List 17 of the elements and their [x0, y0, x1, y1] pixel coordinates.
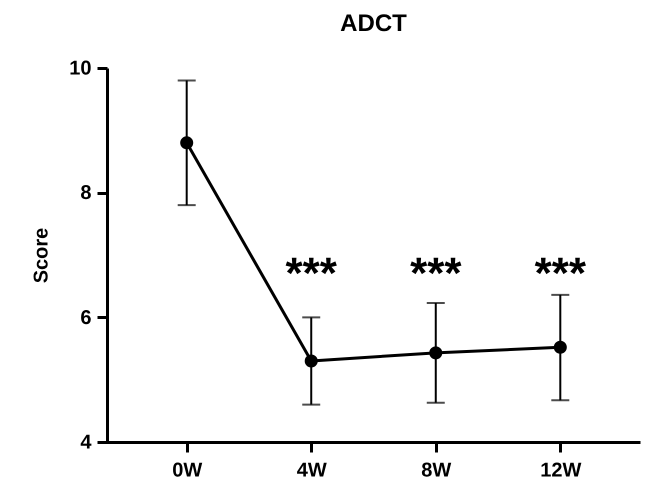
y-tick-label: 6	[80, 306, 92, 329]
x-tick-label: 4W	[296, 460, 327, 482]
point	[304, 354, 318, 368]
annotation: ***	[286, 249, 338, 298]
y-tick-label: 8	[80, 182, 92, 204]
x-tick-label: 8W	[421, 460, 452, 482]
y-axis-title: Score	[30, 228, 52, 284]
y-tick-label: 10	[69, 58, 92, 80]
x-tick-label: 0W	[172, 460, 202, 482]
point	[429, 346, 442, 360]
point	[554, 340, 567, 354]
annotation: ***	[534, 249, 587, 298]
annotation: ***	[410, 249, 462, 298]
x-tick-label: 12W	[540, 460, 582, 482]
point	[180, 136, 194, 150]
chart-title: ADCT	[340, 10, 408, 37]
y-tick-label: 4	[80, 432, 92, 454]
